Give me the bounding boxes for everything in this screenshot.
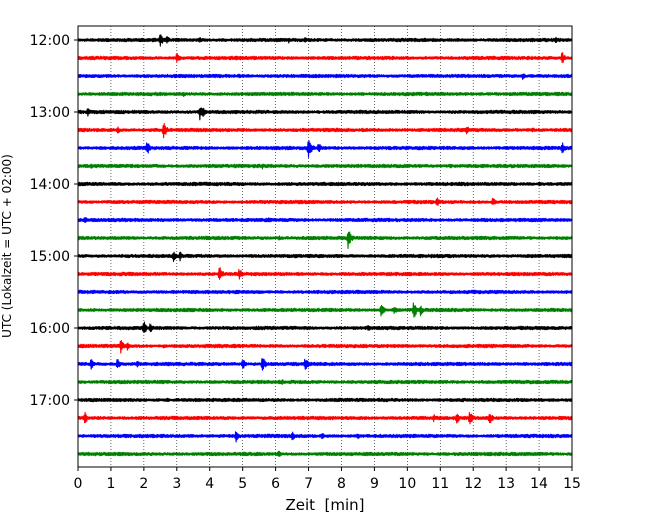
trace-1645 bbox=[77, 379, 573, 386]
x-tick-label-0: 0 bbox=[74, 476, 83, 492]
trace-1430 bbox=[77, 216, 573, 223]
x-tick-label-9: 9 bbox=[370, 476, 379, 492]
x-tick-label-11: 11 bbox=[431, 476, 449, 492]
trace-1515 bbox=[77, 267, 573, 280]
trace-1330 bbox=[77, 140, 573, 158]
trace-1200 bbox=[77, 34, 573, 47]
x-tick-label-2: 2 bbox=[139, 476, 148, 492]
trace-1700 bbox=[77, 397, 573, 403]
trace-1745 bbox=[77, 450, 573, 457]
x-tick-label-5: 5 bbox=[238, 476, 247, 492]
trace-1400 bbox=[77, 181, 573, 187]
y-axis-ticks: 12:00 13:00 14:00 15:00 16:00 17:00 bbox=[30, 33, 78, 409]
y-tick-label-1: 13:00 bbox=[30, 105, 70, 121]
y-tick-label-0: 12:00 bbox=[30, 33, 70, 49]
trace-1215 bbox=[77, 52, 573, 64]
trace-1615 bbox=[77, 339, 573, 354]
trace-1630 bbox=[77, 358, 573, 371]
plot-background bbox=[78, 26, 572, 467]
x-axis-label: Zeit [min] bbox=[285, 496, 364, 514]
trace-1245 bbox=[77, 91, 573, 97]
x-tick-label-8: 8 bbox=[337, 476, 346, 492]
x-tick-label-15: 15 bbox=[563, 476, 581, 492]
x-tick-label-1: 1 bbox=[106, 476, 115, 492]
y-tick-label-3: 15:00 bbox=[30, 249, 70, 265]
x-tick-label-3: 3 bbox=[172, 476, 181, 492]
trace-1415 bbox=[77, 197, 573, 206]
plot-frame bbox=[77, 25, 573, 468]
x-tick-label-4: 4 bbox=[205, 476, 214, 492]
trace-1345 bbox=[77, 163, 573, 170]
x-tick-label-6: 6 bbox=[271, 476, 280, 492]
trace-1445 bbox=[77, 231, 573, 250]
x-tick-label-14: 14 bbox=[530, 476, 548, 492]
trace-1715 bbox=[77, 411, 573, 425]
x-axis-ticks: 0 1 2 3 4 5 6 7 8 9 10 11 12 13 14 15 bbox=[74, 467, 581, 492]
y-tick-label-4: 16:00 bbox=[30, 321, 70, 337]
y-axis-label: UTC (Lokalzeit = UTC + 02:00) bbox=[0, 154, 14, 338]
trace-1300 bbox=[77, 107, 573, 121]
y-tick-label-2: 14:00 bbox=[30, 177, 70, 193]
trace-1530 bbox=[77, 289, 573, 295]
x-tick-label-13: 13 bbox=[497, 476, 515, 492]
trace-1315 bbox=[77, 122, 573, 139]
trace-1600 bbox=[77, 321, 573, 334]
x-tick-label-7: 7 bbox=[304, 476, 313, 492]
trace-1500 bbox=[77, 251, 573, 263]
trace-1230 bbox=[77, 73, 573, 80]
x-tick-label-12: 12 bbox=[464, 476, 482, 492]
x-tick-label-10: 10 bbox=[398, 476, 416, 492]
trace-1730 bbox=[77, 431, 573, 443]
trace-1545 bbox=[77, 302, 573, 318]
y-tick-label-5: 17:00 bbox=[30, 393, 70, 409]
seismogram-traces bbox=[77, 34, 573, 457]
